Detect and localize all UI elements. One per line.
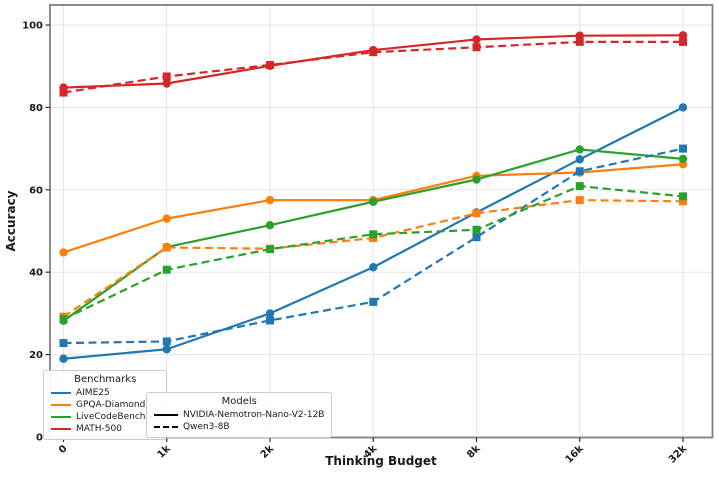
data-point <box>472 175 481 184</box>
data-point <box>575 145 584 154</box>
data-point <box>472 225 481 234</box>
data-point <box>679 144 687 153</box>
data-point <box>679 37 687 46</box>
legend-label: NVIDIA-Nemotron-Nano-V2-12B <box>183 410 325 420</box>
data-point <box>162 72 171 81</box>
legend-item-NVIDIA-Nemotron-Nano-V2-12B: NVIDIA-Nemotron-Nano-V2-12B <box>154 409 324 421</box>
y-tick-label: 40 <box>29 268 43 279</box>
data-point <box>162 243 171 252</box>
data-point <box>266 60 274 69</box>
x-tick-label: 16k <box>564 443 587 466</box>
data-point <box>472 233 481 242</box>
y-tick-label: 0 <box>36 433 43 444</box>
data-point <box>59 248 68 257</box>
plot-border <box>49 4 714 439</box>
data-point <box>472 43 481 52</box>
y-axis-label: Accuracy <box>4 190 18 251</box>
y-tick-label: 100 <box>22 21 43 32</box>
x-tick-label: 2k <box>259 443 277 461</box>
legend-label: GPQA-Diamond <box>76 400 146 410</box>
x-tick-label: 8k <box>465 443 483 461</box>
y-tick-label: 60 <box>29 185 43 196</box>
data-point <box>162 265 171 274</box>
legend-item-LiveCodeBench-v5: LiveCodeBench v5 <box>51 411 159 423</box>
data-point <box>369 263 378 272</box>
data-point <box>575 31 584 40</box>
data-point <box>575 182 584 191</box>
data-point <box>679 197 687 206</box>
legend-swatch <box>154 414 178 416</box>
data-point <box>369 197 378 206</box>
x-axis-label: Thinking Budget <box>325 454 437 468</box>
data-point <box>369 230 378 239</box>
data-point <box>472 35 481 44</box>
data-point <box>162 345 171 354</box>
data-point <box>265 195 275 205</box>
legend-item-AIME25: AIME25 <box>51 387 159 399</box>
legend-swatch <box>154 426 178 428</box>
data-point <box>575 155 584 164</box>
data-point <box>266 245 274 254</box>
legend-label: MATH-500 <box>76 424 122 434</box>
x-tick-label: 32k <box>667 443 690 466</box>
series-MATH-500-Qwen3-8B <box>59 37 687 97</box>
data-point <box>59 354 68 363</box>
data-point <box>472 209 481 218</box>
legend-swatch <box>51 404 71 406</box>
data-point <box>679 192 687 201</box>
legend-label: Qwen3-8B <box>183 422 230 432</box>
legend-swatch <box>51 416 71 418</box>
data-point <box>59 339 68 348</box>
legend-label: LiveCodeBench v5 <box>76 412 160 422</box>
data-point <box>678 31 688 40</box>
models-legend-title: Models <box>221 396 257 407</box>
legend-label: AIME25 <box>76 388 110 398</box>
data-point <box>59 88 68 97</box>
data-point <box>369 297 378 306</box>
data-point <box>678 154 688 164</box>
legend-swatch <box>51 392 71 394</box>
series-LiveCodeBench-v5-Qwen3-8B <box>59 182 687 324</box>
legend-item-MATH-500: MATH-500 <box>51 423 159 435</box>
y-tick-label: 80 <box>29 103 43 114</box>
data-point <box>575 196 584 205</box>
data-point <box>265 221 275 230</box>
data-point <box>575 37 584 46</box>
legend-item-GPQA-Diamond: GPQA-Diamond <box>51 399 159 411</box>
data-point <box>369 48 378 57</box>
legend-item-Qwen3-8B: Qwen3-8B <box>154 421 324 433</box>
data-point <box>162 79 171 88</box>
data-point <box>678 103 688 112</box>
chart-series <box>59 31 688 363</box>
data-point <box>162 214 171 223</box>
x-tick-label: 1k <box>155 443 173 461</box>
benchmarks-legend-title: Benchmarks <box>74 374 137 385</box>
data-point <box>266 316 274 325</box>
data-point <box>575 167 584 176</box>
models-legend: Models NVIDIA-Nemotron-Nano-V2-12B Qwen3-… <box>146 392 333 438</box>
x-tick-label: 0 <box>57 443 70 456</box>
data-point <box>265 309 275 318</box>
y-tick-label: 20 <box>29 350 43 361</box>
data-point <box>162 337 171 346</box>
benchmarks-legend: Benchmarks AIME25 GPQA-Diamond LiveCodeBen… <box>43 370 168 440</box>
legend-swatch <box>51 428 71 430</box>
series-AIME25-Qwen3-8B <box>59 144 687 348</box>
data-point <box>59 315 68 324</box>
plot-frame <box>49 4 714 439</box>
